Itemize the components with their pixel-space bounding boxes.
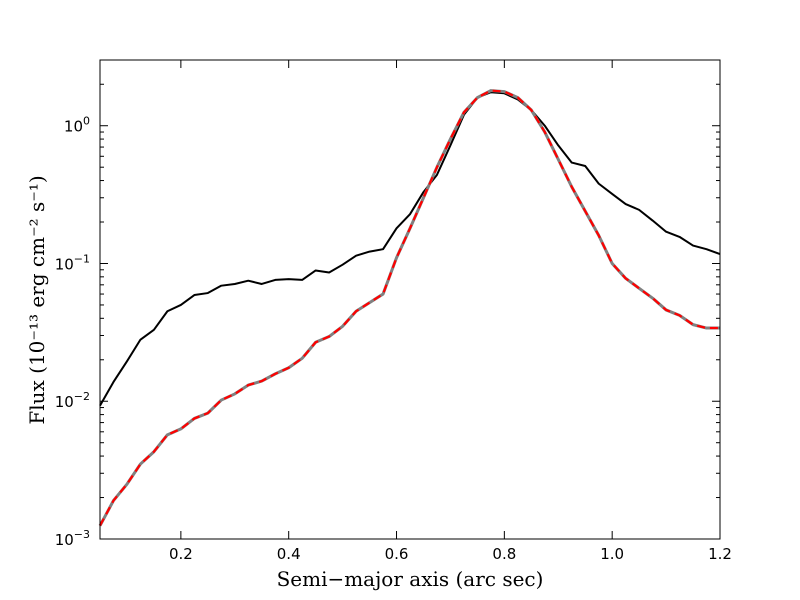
plot-frame [99,59,721,540]
x-tick-label: 0.6 [385,545,409,563]
y-tick-label: 10−3 [55,528,90,549]
y-tick-label: 10−1 [55,252,90,273]
series-line-2 [99,89,720,527]
x-tick-label: 0.8 [492,545,516,563]
x-tick-label: 1.0 [600,545,624,563]
x-tick-label: 0.4 [277,545,301,563]
y-axis-label-group: Flux (10⁻¹³ erg cm⁻² s⁻¹) [25,175,49,424]
tick-labels: 0.2 0.4 0.6 0.8 1.0 1.2 10−3 10−2 10−1 100 [55,115,732,563]
y-tick-label: 100 [64,115,90,136]
x-tick-label: 1.2 [708,545,732,563]
y-axis-label: Flux (10⁻¹³ erg cm⁻² s⁻¹) [25,175,49,424]
series-lines [98,89,721,527]
series-line-0 [99,91,721,407]
x-tick-label: 0.2 [169,545,193,563]
x-axis-label: Semi−major axis (arc sec) [277,567,544,591]
y-tick-label: 10−2 [55,390,90,411]
